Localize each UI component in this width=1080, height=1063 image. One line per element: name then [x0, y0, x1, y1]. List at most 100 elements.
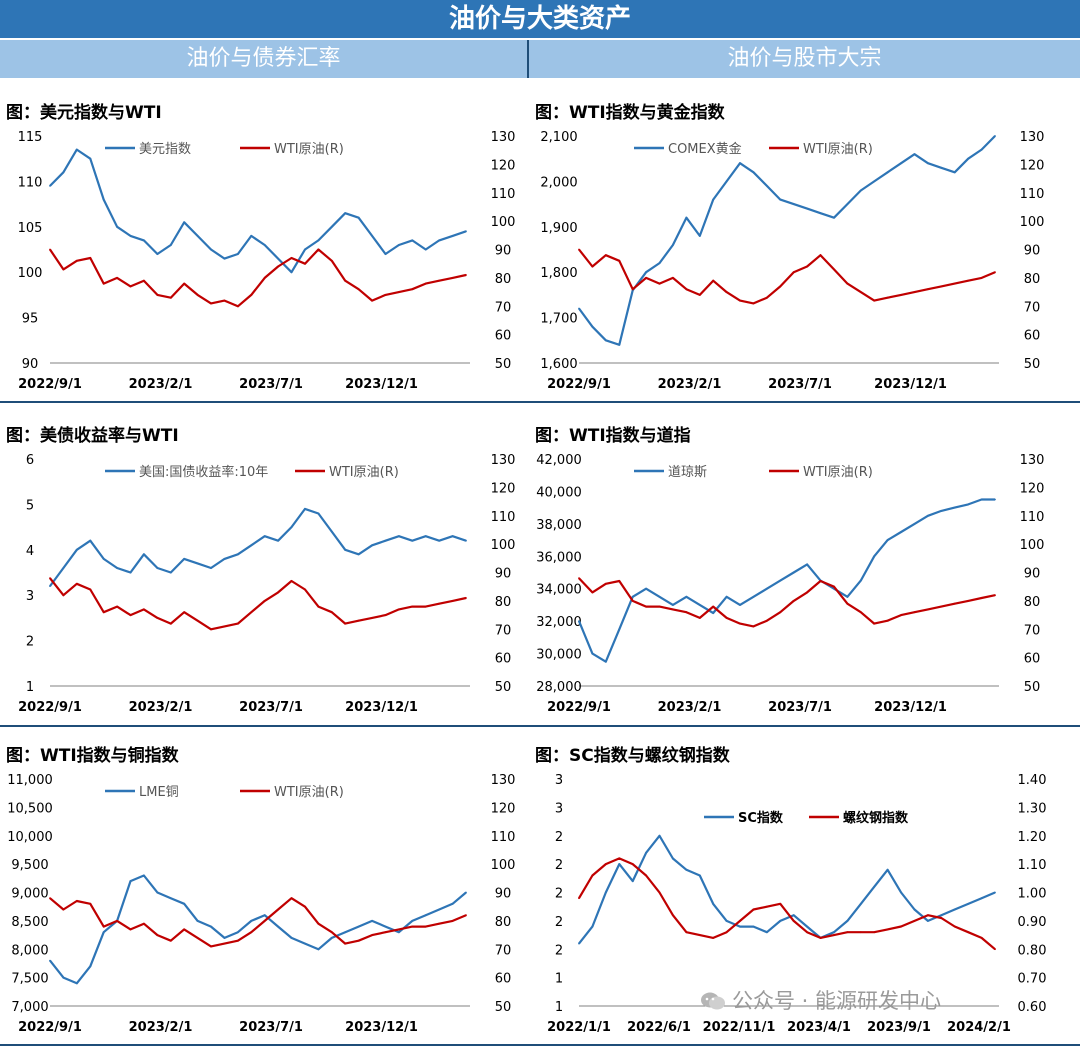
data-point	[980, 597, 983, 599]
data-point	[658, 605, 661, 608]
data-point	[304, 248, 306, 251]
data-point	[263, 600, 266, 602]
data-point	[411, 605, 414, 608]
chart-treasury-yield-wti: 图：美债收益率与WTI 1 2 3 4 5 6 50 60 70 80 90 100 110 120 130…	[0, 421, 540, 743]
data-point	[210, 945, 212, 948]
data-point	[859, 291, 862, 293]
data-point	[645, 605, 647, 608]
x-tick-label: 2022/6/1	[627, 1020, 691, 1035]
data-point	[739, 622, 741, 625]
series-line-primary	[578, 834, 996, 945]
y-right-tick-label: 100	[491, 215, 516, 230]
data-point	[873, 885, 876, 888]
data-point	[129, 285, 132, 288]
y-left-tick-label: 28,000	[536, 680, 582, 695]
chart-title: 图：美元指数与WTI	[6, 103, 162, 123]
data-point	[156, 617, 159, 619]
chart-svg: 90 95 100 105 110 115 50 60 70 80 90 100 110 120 130 20…	[18, 130, 516, 392]
y-right-tick-label: 0.80	[1018, 943, 1047, 958]
data-point	[739, 925, 741, 928]
data-point	[927, 608, 929, 611]
data-point	[169, 571, 172, 574]
data-point	[129, 571, 132, 574]
y-right-tick-label: 0.90	[1018, 915, 1047, 930]
data-point	[237, 939, 239, 942]
data-point	[631, 600, 634, 602]
data-point	[859, 903, 862, 905]
watermark-text: 公众号 · 能源研发中心	[732, 989, 942, 1013]
chart-svg: 7,000 7,500 8,000 8,500 9,000 9,500 10,000 10,5…	[7, 773, 515, 1035]
data-point	[994, 271, 996, 274]
x-tick-label: 2024/2/1	[947, 1020, 1011, 1035]
data-point	[752, 925, 755, 928]
data-point	[143, 922, 145, 925]
data-point	[846, 920, 849, 922]
data-point	[250, 235, 253, 237]
data-point	[183, 902, 186, 905]
data-point	[102, 925, 105, 928]
data-point	[89, 539, 92, 542]
data-point	[116, 605, 118, 608]
y-right-tick-label: 1.40	[1018, 773, 1047, 788]
y-left-tick-label: 3	[26, 589, 34, 604]
data-point	[779, 285, 782, 288]
data-point	[591, 265, 594, 268]
data-point	[411, 925, 414, 928]
data-point	[223, 937, 226, 939]
data-point	[658, 262, 661, 264]
y-right-tick-label: 90	[1024, 244, 1041, 259]
x-tick-label: 2022/1/1	[547, 1020, 611, 1035]
chart-sc-rebar: 图：SC指数与螺纹钢指数 1 1 2 2 2 2 2 3 3 0.60 0.70 0.80 0.90 1.…	[529, 741, 1069, 1063]
data-point	[779, 611, 782, 614]
y-left-tick-label: 30,000	[536, 648, 582, 663]
data-point	[357, 288, 360, 291]
data-point	[465, 891, 467, 894]
data-point	[438, 908, 441, 911]
data-point	[658, 834, 661, 837]
data-point	[290, 580, 293, 582]
y-right-tick-label: 50	[1024, 680, 1041, 695]
y-left-tick-label: 11,000	[7, 773, 53, 788]
data-point	[129, 614, 132, 616]
data-point	[411, 288, 414, 291]
data-point	[806, 931, 808, 934]
data-point	[465, 230, 467, 233]
data-point	[994, 891, 996, 894]
data-point	[411, 539, 414, 542]
data-point	[618, 863, 621, 865]
y-right-tick-label: 70	[495, 623, 512, 638]
data-point	[451, 902, 454, 905]
series-line-primary	[49, 148, 467, 274]
data-point	[129, 235, 132, 237]
y-right-tick-label: 80	[495, 915, 512, 930]
data-point	[752, 171, 755, 174]
data-point	[384, 931, 387, 934]
data-point	[712, 903, 715, 905]
y-left-tick-label: 7,000	[11, 1000, 48, 1015]
data-point	[578, 248, 580, 251]
data-point	[169, 939, 172, 942]
data-point	[304, 262, 306, 265]
x-tick-label: 2023/7/1	[768, 700, 832, 715]
legend-label: WTI原油(R)	[803, 142, 873, 157]
data-point	[873, 299, 876, 302]
data-point	[317, 239, 320, 242]
data-point	[927, 920, 929, 922]
data-point	[913, 153, 916, 156]
y-right-tick-label: 120	[491, 158, 516, 173]
x-tick-label: 2023/2/1	[658, 700, 722, 715]
data-point	[766, 185, 768, 187]
data-point	[277, 591, 279, 594]
data-point	[330, 225, 333, 228]
data-point	[631, 595, 634, 598]
data-point	[766, 905, 768, 908]
data-point	[886, 928, 889, 931]
data-point	[290, 271, 293, 274]
data-point	[806, 925, 808, 928]
data-point	[398, 928, 400, 931]
data-point	[196, 619, 199, 622]
data-point	[886, 171, 889, 174]
data-point	[604, 339, 607, 342]
data-point	[779, 579, 782, 582]
y-right-tick-label: 50	[495, 357, 512, 372]
